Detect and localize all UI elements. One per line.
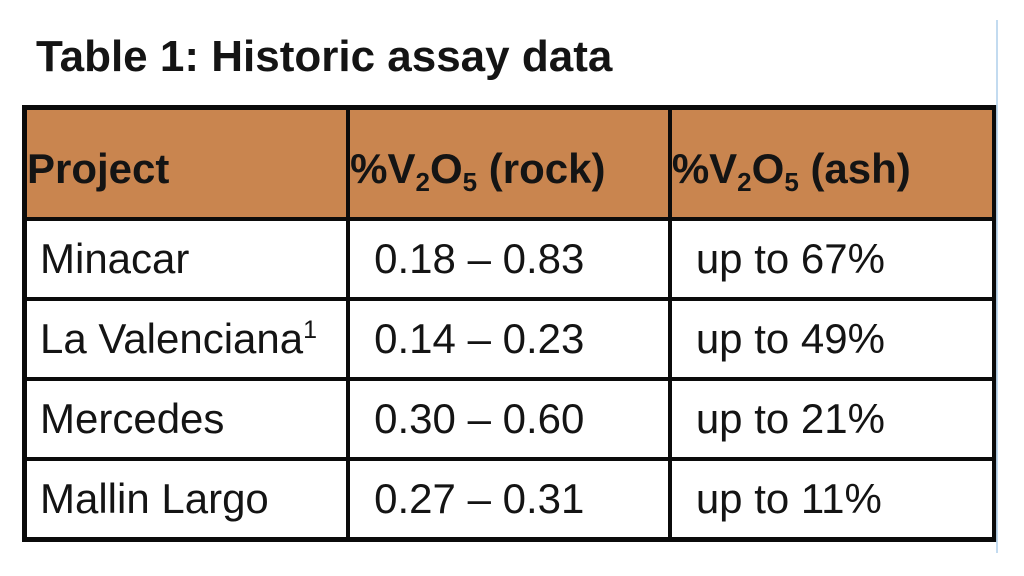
column-header-ash: %V2O5 (ash): [667, 105, 997, 221]
ash-grade-cell: up to 11%: [667, 457, 997, 542]
rock-grade-cell: 0.27 – 0.31: [346, 457, 672, 542]
assay-table: Project %V2O5 (rock) %V2O5 (ash) Minacar…: [22, 105, 997, 542]
project-cell: La Valenciana1: [22, 297, 351, 381]
table-caption: Table 1: Historic assay data: [36, 32, 613, 81]
project-cell: Mercedes: [22, 377, 351, 461]
table-row: La Valenciana1 0.14 – 0.23 up to 49%: [22, 297, 997, 381]
rock-grade-cell: 0.30 – 0.60: [346, 377, 672, 461]
table-row: Mallin Largo 0.27 – 0.31 up to 11%: [22, 457, 997, 542]
column-header-rock: %V2O5 (rock): [346, 105, 672, 221]
vertical-accent-line: [996, 20, 998, 553]
footnote-marker: 1: [303, 316, 318, 344]
formula-v2o5: %V: [350, 144, 416, 192]
project-cell: Mallin Largo: [22, 457, 351, 542]
ash-grade-cell: up to 67%: [667, 217, 997, 301]
ash-grade-cell: up to 49%: [667, 297, 997, 381]
table-row: Mercedes 0.30 – 0.60 up to 21%: [22, 377, 997, 461]
column-header-project: Project: [22, 105, 351, 221]
rock-grade-cell: 0.14 – 0.23: [346, 297, 672, 381]
rock-grade-cell: 0.18 – 0.83: [346, 217, 672, 301]
header-row: Project %V2O5 (rock) %V2O5 (ash): [22, 105, 997, 221]
project-cell: Minacar: [22, 217, 351, 301]
ash-grade-cell: up to 21%: [667, 377, 997, 461]
formula-v2o5: %V: [671, 144, 738, 192]
table-row: Minacar 0.18 – 0.83 up to 67%: [22, 217, 997, 301]
